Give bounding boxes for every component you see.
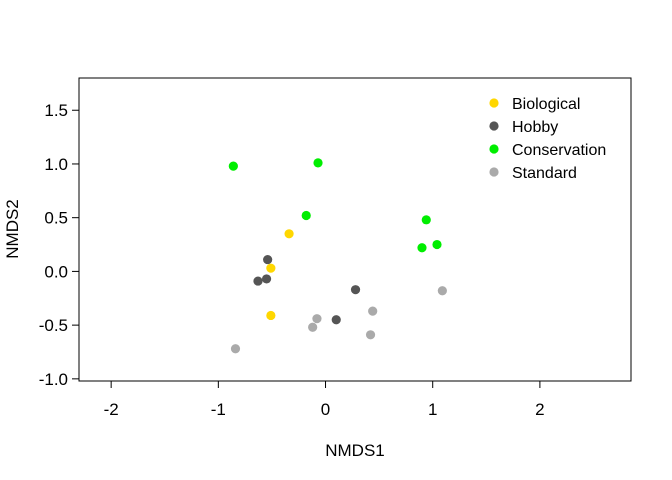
data-point-conservation <box>421 215 431 225</box>
legend-label-conservation: Conservation <box>512 142 606 159</box>
data-point-hobby <box>263 254 273 265</box>
x-tick-label: 0 <box>321 400 330 419</box>
data-point-biological <box>266 263 276 273</box>
data-point-biological <box>266 310 276 321</box>
data-point-standard <box>368 306 378 316</box>
legend-label-standard: Standard <box>512 165 577 182</box>
data-point-hobby <box>253 276 263 286</box>
data-point-hobby <box>261 274 272 284</box>
data-point-standard <box>312 314 322 324</box>
legend-label-biological: Biological <box>512 96 580 113</box>
data-points <box>228 158 447 354</box>
x-tick-label: 1 <box>428 400 437 419</box>
y-axis: -1.0 -0.5 0.0 0.5 1.0 1.5 <box>39 101 80 389</box>
legend-marker-conservation <box>489 144 499 154</box>
data-point-conservation <box>432 239 442 250</box>
x-axis: -2 -1 0 1 2 <box>104 380 545 419</box>
data-point-standard <box>437 286 447 296</box>
data-point-standard <box>308 322 318 332</box>
y-tick-label: -1.0 <box>39 370 68 389</box>
data-point-biological <box>284 229 294 239</box>
data-point-conservation <box>301 210 311 221</box>
legend-label-hobby: Hobby <box>512 119 558 136</box>
data-point-standard <box>230 344 241 354</box>
y-tick-label: 0.5 <box>44 209 68 228</box>
x-tick-label: 2 <box>535 400 544 419</box>
legend: Biological Hobby Conservation Standard <box>489 96 606 182</box>
y-axis-title: NMDS2 <box>3 199 22 259</box>
x-tick-label: -2 <box>104 400 119 419</box>
data-point-conservation <box>228 161 238 171</box>
data-point-conservation <box>417 243 427 253</box>
legend-marker-standard <box>489 167 499 177</box>
y-tick-label: 0.0 <box>44 262 68 281</box>
data-point-hobby <box>331 315 341 325</box>
data-point-hobby <box>350 285 361 295</box>
legend-marker-biological <box>489 98 499 108</box>
data-point-standard <box>365 330 376 340</box>
x-tick-label: -1 <box>211 400 226 419</box>
data-point-conservation <box>313 158 323 168</box>
y-tick-label: -0.5 <box>39 316 68 335</box>
y-tick-label: 1.0 <box>44 155 68 174</box>
legend-marker-hobby <box>489 121 499 131</box>
x-axis-title: NMDS1 <box>325 441 385 460</box>
y-tick-label: 1.5 <box>44 101 68 120</box>
